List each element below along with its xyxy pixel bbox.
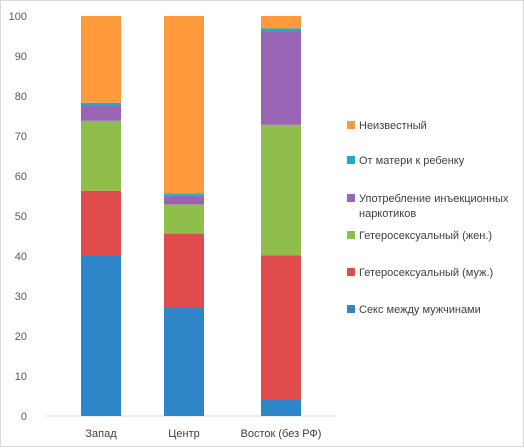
legend-label: наркотиков [359,208,416,220]
bar-segment [164,193,204,196]
x-category-label: Запад [85,428,117,440]
legend-swatch [347,305,355,313]
bar-segment [261,255,301,400]
bar-segment [261,124,301,256]
bar-segment [261,28,301,32]
bar-segment [164,204,204,234]
y-tick-label: 50 [15,211,27,223]
y-tick-label: 70 [15,131,27,143]
y-tick-label: 60 [15,171,27,183]
bar-segment [81,120,121,191]
y-tick-label: 100 [9,11,27,23]
bar-segment [81,16,121,103]
legend-label: От матери к ребенку [359,155,465,167]
y-tick-label: 80 [15,91,27,103]
y-axis-ticks: 0 10 20 30 40 50 60 70 80 90 100 [9,11,27,423]
bar-segment [81,102,121,106]
legend-label: Секс между мужчинами [359,304,481,316]
y-tick-label: 40 [15,251,27,263]
legend-swatch [347,121,355,129]
y-tick-label: 0 [21,411,27,423]
bar-segment [81,256,121,416]
x-axis-labels: Запад Центр Восток (без РФ) [85,428,321,440]
legend-swatch [347,194,355,202]
legend-label: Употребление инъекционных [359,193,509,205]
bar-segment [164,233,204,308]
bars [81,16,301,416]
bar-segment [164,195,204,205]
bar-segment [81,190,121,256]
bar-segment [261,32,301,125]
bar-segment [261,16,301,29]
legend-swatch [347,268,355,276]
bar-segment [164,308,204,416]
legend-label: Гетеросексуальный (жен.) [359,230,492,242]
y-tick-label: 20 [15,331,27,343]
y-tick-label: 90 [15,51,27,63]
x-category-label: Восток (без РФ) [241,428,322,440]
bar-segment [164,16,204,194]
legend-label: Гетеросексуальный (муж.) [359,267,493,279]
y-tick-label: 10 [15,371,27,383]
y-tick-label: 30 [15,291,27,303]
bar-segment [81,106,121,121]
legend-swatch [347,231,355,239]
legend: Неизвестный От матери к ребенку Употреблен… [347,120,509,316]
legend-swatch [347,156,355,164]
legend-label: Неизвестный [359,120,427,132]
bar-segment [261,400,301,416]
x-category-label: Центр [168,428,200,440]
